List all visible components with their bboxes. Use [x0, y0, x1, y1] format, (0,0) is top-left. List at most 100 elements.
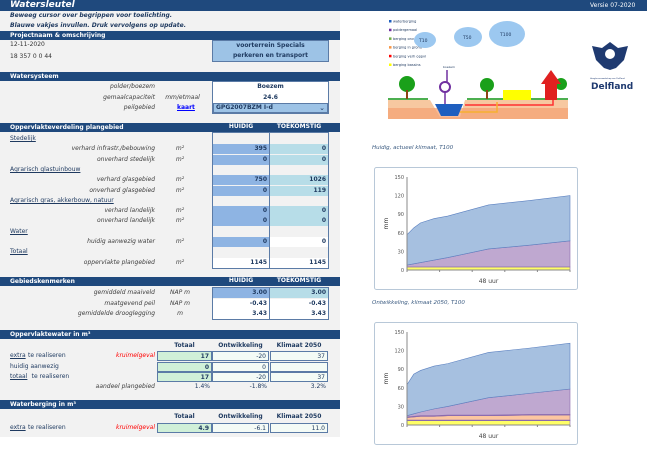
gebied-col-toekomstig: TOEKOMSTIG [276, 277, 322, 284]
row-unit: m² [175, 176, 185, 184]
row-link[interactable]: extra [10, 352, 26, 359]
group-heading[interactable]: Water [10, 227, 28, 235]
value-cell: 17 [157, 351, 212, 361]
svg-text:T100: T100 [499, 32, 511, 38]
peilgebied-select[interactable]: GPG2007BZM I-d ⌄ [213, 103, 328, 113]
huidig-cell: -0.43 [213, 298, 269, 309]
app-title: Watersleutel [10, 0, 75, 10]
col-header: Totaal [174, 413, 195, 420]
row-label: huidig aanwezig [10, 362, 59, 370]
value-cell: 37 [270, 372, 328, 382]
toekomstig-cell[interactable]: 0 [270, 144, 328, 155]
huidig-cell[interactable]: 0 [213, 216, 269, 227]
row-label: oppervlakte plangebied [83, 258, 155, 266]
project-date: 12-11-2020 [10, 41, 45, 48]
huidig-cell[interactable]: 0 [213, 206, 269, 217]
legend-item: berging bassins [389, 63, 421, 67]
value-cell: 0 [212, 361, 269, 372]
row-unit: m² [175, 155, 185, 163]
legend-item: poldergemaal [389, 28, 417, 32]
huidig-cell[interactable]: 395 [213, 144, 269, 155]
row-label: te realiseren [31, 373, 70, 380]
col-header: Ontwikkeling [218, 413, 263, 420]
project-name-box[interactable] [212, 40, 329, 62]
instruction-1: Beweeg cursor over begrippen voor toelic… [10, 12, 173, 19]
gebied-toekomstig-border [269, 287, 329, 320]
aandeel-cell: -1.8% [249, 383, 267, 390]
row-unit: m [177, 310, 183, 317]
legend-item: berging verh oppvl [389, 54, 426, 58]
title-bar [0, 0, 647, 11]
toekomstig-cell[interactable]: 0 [270, 206, 328, 217]
chart2-caption: Ontwikkeling, klimaat 2050, T100 [372, 300, 465, 306]
row-unit: m² [175, 217, 185, 225]
toekomstig-cell[interactable]: 119 [270, 185, 328, 196]
value-cell: 37 [270, 351, 328, 361]
legend-item: waterberging [389, 20, 416, 24]
project-header: Projectnaam & omschrijving [0, 31, 340, 40]
y-tick-label: 60 [398, 231, 404, 237]
watersysteem-header: Watersysteem [0, 72, 340, 81]
chart-huidig: 0 30 60 90 120 150 48 uur mm [374, 167, 578, 290]
row-unit: NAP m [170, 299, 190, 307]
group-heading[interactable]: Totaal [10, 248, 28, 256]
huidig-cell[interactable]: 0 [213, 237, 269, 247]
project-name-line1: voorterrein Specials [236, 42, 305, 49]
row-link[interactable]: extra [10, 424, 26, 431]
row-label: te realiseren [28, 352, 66, 359]
group-heading[interactable]: Agrarisch gras, akkerbouw, natuur [10, 196, 114, 204]
chevron-down-icon[interactable]: ⌄ [319, 104, 325, 112]
row-link[interactable]: totaal [10, 373, 28, 380]
toekomstig-cell[interactable]: 0 [270, 154, 328, 165]
svg-text:Hoogheemraadschap van Delfland: Hoogheemraadschap van Delfland [590, 77, 625, 80]
toekomstig-cell[interactable]: 1026 [270, 175, 328, 186]
row-label: onverhard stedelijk [97, 155, 155, 163]
value-cell: 0 [157, 361, 212, 372]
svg-text:waterberging: waterberging [393, 20, 416, 24]
label-gemaalcapaciteit: gemaalcapaciteit [103, 94, 155, 101]
huidig-cell[interactable]: 750 [213, 175, 269, 186]
huidig-cell: 1145 [213, 257, 269, 268]
huidig-cell[interactable]: 0 [213, 154, 269, 165]
gebied-col-huidig: HUIDIG [228, 277, 254, 284]
toekomstig-cell[interactable]: 3.00 [270, 288, 328, 298]
value-cell: 11.0 [270, 423, 328, 433]
oppervlaktewater-header: Oppervlaktewater in m³ [0, 330, 340, 339]
huidig-cell[interactable]: 3.00 [213, 288, 269, 298]
y-tick-label: 90 [398, 367, 404, 373]
cloud-t100: T100 [489, 21, 525, 47]
value-cell: -20 [212, 351, 269, 361]
toekomstig-cell[interactable]: 0 [270, 216, 328, 227]
row-label: verhard glasgebied [96, 176, 155, 184]
delfland-logo: Hoogheemraadschap van Delfland Delfland [590, 42, 633, 92]
unit-gemaalcapaciteit: mm/etmaal [165, 94, 200, 101]
row-unit: m² [175, 207, 185, 215]
aandeel-label: aandeel plangebied [95, 383, 155, 390]
toekomstig-cell: 3.43 [270, 309, 328, 319]
huidig-cell[interactable]: 0 [213, 185, 269, 196]
y-tick-label: 120 [394, 194, 404, 200]
row-unit: m² [175, 258, 185, 266]
project-name-line2: perkeren en transport [232, 52, 308, 59]
value-cell: 4.9 [157, 423, 212, 433]
cloud-t10: T10 [414, 32, 436, 48]
svg-text:berging in grond: berging in grond [393, 46, 422, 50]
kruimelgeval-flag: kruimelgeval [115, 352, 155, 359]
col-header: Klimaat 2050 [276, 413, 322, 420]
area-series-2 [406, 195, 571, 266]
row-label: gemiddelde drooglegging [77, 310, 155, 317]
col-header: Ontwikkeling [218, 342, 263, 349]
row-label: te realiseren [28, 424, 66, 431]
y-tick-label: 150 [394, 175, 404, 181]
kaart-link[interactable]: kaart [177, 104, 195, 111]
svg-text:Delfland: Delfland [591, 82, 633, 92]
group-heading[interactable]: Agrarisch glastuinbouw [10, 165, 81, 173]
huidig-cell: 3.43 [213, 309, 269, 319]
label-peilgebied: peilgebied [123, 104, 155, 111]
group-heading[interactable]: Stedelijk [10, 135, 36, 142]
svg-text:berging bassins: berging bassins [393, 63, 421, 67]
row-label: verhard infrastr./bebouwing [71, 145, 155, 153]
project-number: 18 357 0 0 44 [10, 53, 52, 60]
row-label: gemiddeld maaiveld [93, 289, 155, 296]
svg-text:T10: T10 [418, 38, 428, 44]
